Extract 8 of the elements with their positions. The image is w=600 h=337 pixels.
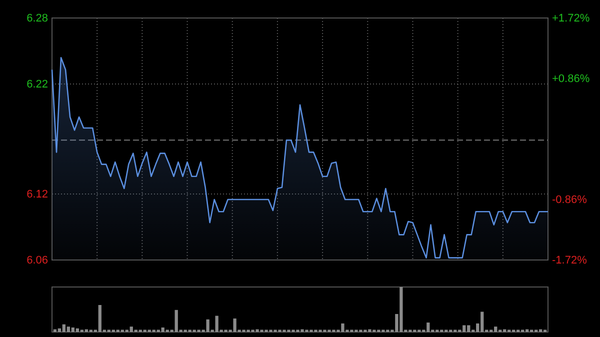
y2-tick-label: -0.86% [552, 194, 588, 206]
y-tick-label: 6.28 [26, 12, 48, 25]
y-tick-label: 6.22 [26, 78, 48, 91]
y2-tick-label: +1.72% [552, 12, 590, 25]
y-tick-label: 6.12 [26, 188, 48, 201]
y2-tick-label: +0.86% [552, 73, 590, 86]
y-tick-label: 6.06 [26, 254, 48, 267]
y2-tick-label: -1.72% [552, 254, 588, 267]
